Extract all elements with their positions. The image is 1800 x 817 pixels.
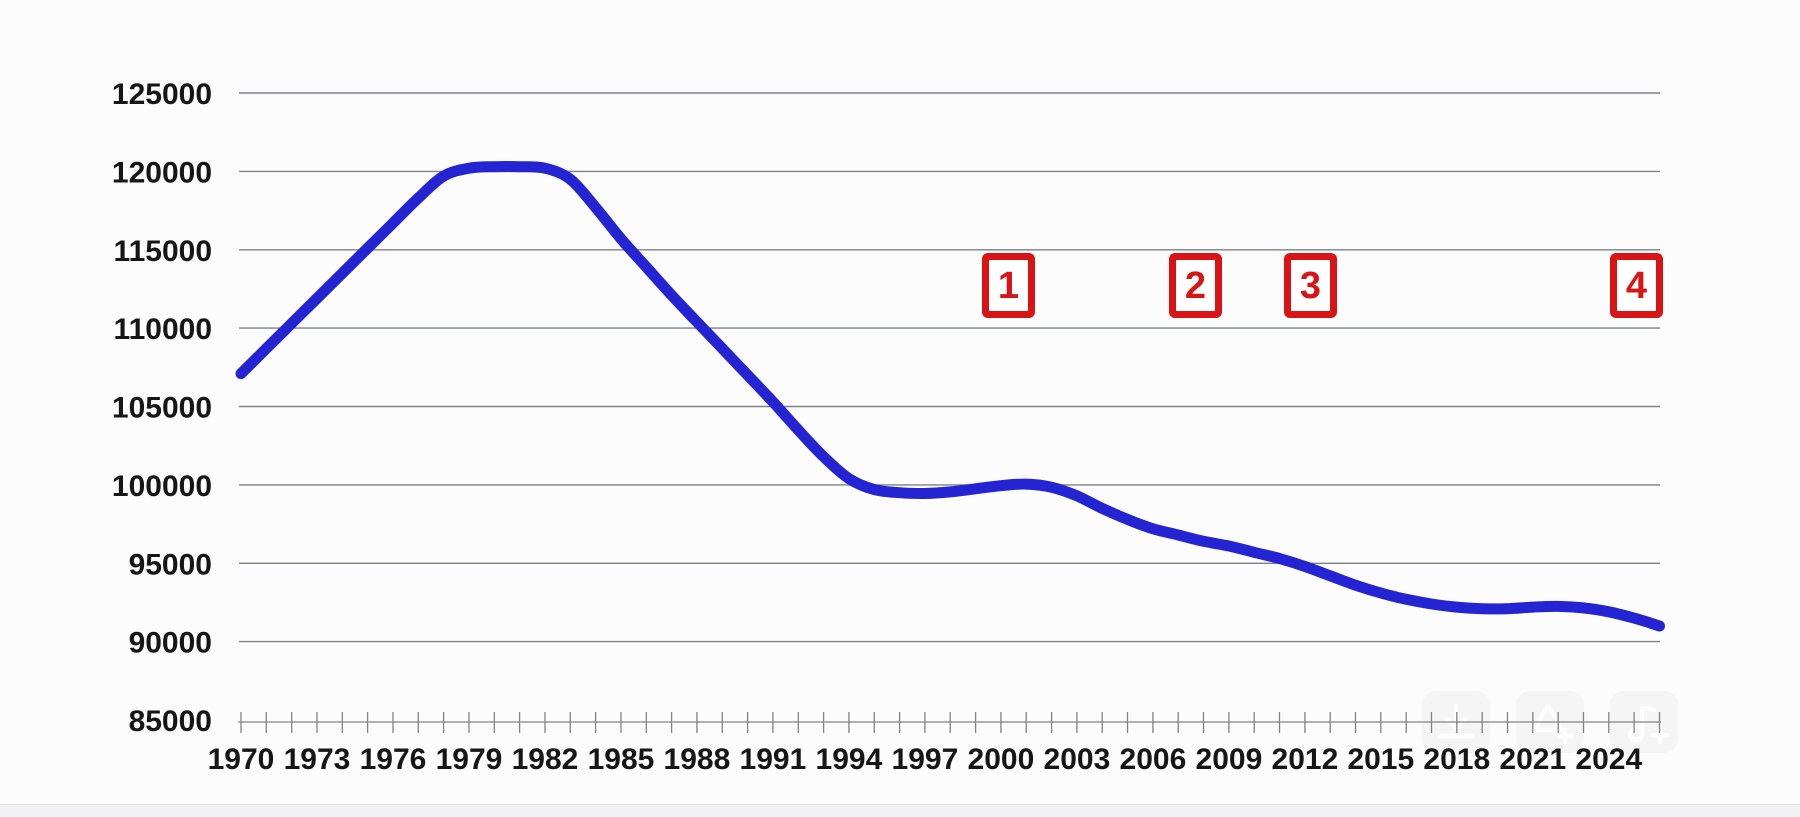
y-tick-label: 85000 (129, 705, 212, 738)
x-tick-label: 1994 (816, 743, 883, 776)
annotation-box-3[interactable]: 3 (1284, 253, 1337, 318)
y-tick-label: 90000 (129, 627, 212, 660)
annotation-label-3: 3 (1299, 264, 1322, 307)
annotation-label-2: 2 (1184, 264, 1207, 307)
x-tick-label: 1988 (664, 743, 731, 776)
x-axis-labels: 1970 1973 1976 1979 1982 1985 1988 1991 1994 1997… (208, 743, 1643, 776)
y-axis-labels: 85000 90000 95000 100000 105000 110000 115000 1… (112, 78, 212, 738)
annotation-label-1: 1 (997, 264, 1020, 307)
x-tick-label: 2009 (1196, 743, 1263, 776)
annotation-box-4[interactable]: 4 (1610, 253, 1663, 318)
annotation-label-4: 4 (1625, 264, 1648, 307)
x-tick-label: 2015 (1347, 743, 1414, 776)
x-tick-label: 1970 (208, 743, 275, 776)
x-tick-label: 2003 (1044, 743, 1111, 776)
data-line (235, 160, 1665, 632)
annotation-box-2[interactable]: 2 (1169, 253, 1222, 318)
y-tick-label: 105000 (112, 392, 212, 425)
y-tick-label: 100000 (112, 470, 212, 503)
x-tick-label: 2018 (1423, 743, 1490, 776)
x-tick-label: 2012 (1272, 743, 1339, 776)
x-tick-label: 2024 (1575, 743, 1642, 776)
x-tick-label: 1991 (740, 743, 807, 776)
y-tick-label: 125000 (112, 78, 212, 111)
x-tick-label: 1997 (892, 743, 959, 776)
x-tick-label: 2021 (1499, 743, 1566, 776)
y-tick-label: 95000 (129, 548, 212, 581)
shape-plus-icon (1531, 703, 1574, 745)
x-tick-label: 2000 (968, 743, 1035, 776)
x-tick-label: 1979 (436, 743, 503, 776)
bottom-edge-strip (0, 804, 1800, 817)
y-tick-label: 120000 (112, 156, 212, 189)
x-tick-label: 1985 (588, 743, 655, 776)
x-tick-label: 1976 (360, 743, 427, 776)
x-tick-label: 1982 (512, 743, 579, 776)
annotation-box-1[interactable]: 1 (982, 253, 1035, 318)
y-tick-label: 110000 (114, 313, 212, 346)
x-tick-label: 2006 (1120, 743, 1187, 776)
x-axis (238, 712, 1661, 733)
x-tick-label: 1973 (284, 743, 351, 776)
y-tick-label: 115000 (114, 235, 212, 268)
